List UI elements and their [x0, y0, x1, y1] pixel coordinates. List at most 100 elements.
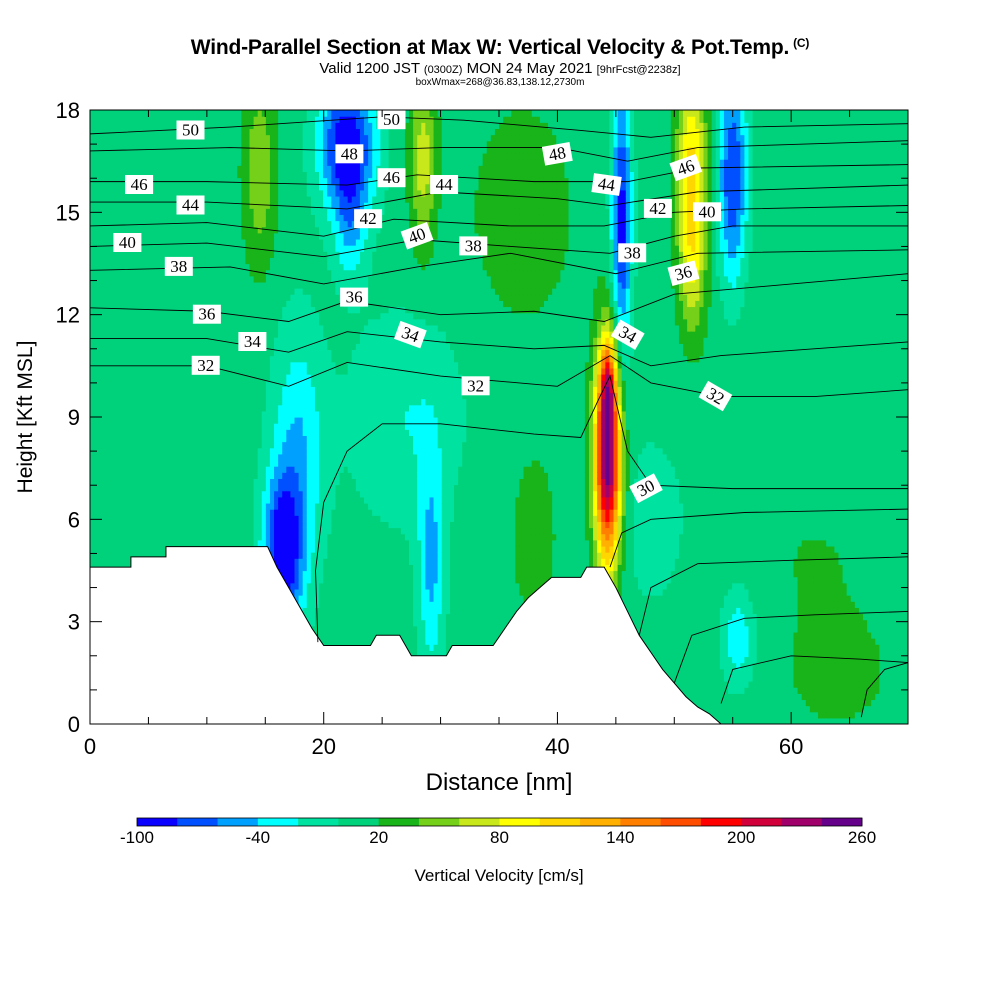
w-cell — [114, 306, 120, 314]
w-cell — [126, 398, 132, 406]
w-cell — [241, 245, 247, 252]
w-cell — [192, 435, 197, 443]
w-cell — [126, 527, 132, 535]
w-cell — [122, 269, 128, 277]
w-cell — [184, 447, 189, 455]
w-cell — [130, 466, 136, 473]
w-cell — [204, 380, 210, 387]
w-cell — [216, 349, 222, 357]
w-cell — [233, 251, 238, 258]
w-cell — [212, 294, 218, 301]
w-cell — [155, 226, 161, 234]
w-cell — [282, 484, 287, 492]
w-cell — [90, 300, 95, 308]
w-cell — [184, 367, 189, 375]
w-cell — [200, 146, 206, 154]
w-cell — [286, 355, 292, 363]
w-cell — [224, 281, 230, 289]
w-cell — [143, 527, 148, 535]
w-cell — [233, 214, 238, 222]
w-cell — [126, 263, 132, 271]
w-cell — [94, 288, 99, 295]
w-cell — [200, 490, 206, 498]
w-cell — [253, 349, 259, 357]
w-cell — [282, 189, 287, 197]
w-cell — [192, 245, 197, 252]
w-cell — [200, 337, 206, 344]
w-cell — [188, 527, 193, 535]
w-cell — [90, 116, 95, 123]
w-cell — [167, 116, 173, 123]
w-cell — [216, 281, 222, 289]
w-cell — [274, 159, 279, 166]
w-cell — [229, 539, 234, 547]
w-cell — [192, 226, 197, 234]
w-cell — [175, 374, 181, 381]
w-cell — [171, 128, 177, 136]
w-cell — [175, 429, 181, 437]
w-cell — [167, 128, 173, 136]
w-cell — [90, 220, 95, 228]
w-cell — [98, 509, 103, 516]
w-cell — [167, 251, 173, 258]
w-cell — [282, 245, 287, 252]
w-cell — [118, 152, 124, 160]
w-cell — [122, 183, 128, 191]
w-cell — [171, 490, 177, 498]
w-cell — [274, 417, 279, 424]
w-cell — [249, 306, 255, 314]
w-cell — [106, 337, 112, 344]
w-cell — [114, 367, 120, 375]
w-cell — [147, 502, 152, 510]
w-cell — [139, 392, 144, 400]
w-cell — [278, 429, 283, 437]
w-cell — [212, 134, 218, 142]
w-cell — [229, 367, 234, 375]
w-cell — [94, 386, 99, 394]
w-cell — [163, 134, 169, 142]
w-cell — [147, 281, 152, 289]
w-cell — [269, 116, 275, 123]
w-cell — [163, 472, 169, 479]
w-cell — [257, 269, 263, 277]
w-cell — [155, 257, 161, 265]
w-cell — [122, 189, 128, 197]
w-cell — [249, 134, 255, 142]
w-cell — [233, 380, 238, 387]
w-cell — [253, 251, 259, 258]
w-cell — [171, 281, 177, 289]
w-cell — [94, 238, 99, 246]
w-cell — [241, 189, 247, 197]
w-cell — [229, 177, 234, 185]
w-cell — [224, 171, 230, 179]
w-cell — [249, 152, 255, 160]
w-cell — [175, 349, 181, 357]
w-cell — [192, 429, 197, 437]
w-cell — [151, 281, 157, 289]
w-cell — [130, 159, 136, 166]
w-cell — [110, 269, 116, 277]
w-cell — [204, 202, 210, 209]
w-cell — [249, 355, 255, 363]
w-cell — [200, 423, 206, 430]
w-cell — [134, 404, 140, 412]
w-cell — [171, 140, 177, 148]
w-cell — [274, 281, 279, 289]
w-cell — [274, 214, 279, 222]
w-cell — [245, 110, 251, 117]
w-cell — [163, 453, 169, 461]
w-cell — [229, 349, 234, 357]
w-cell — [126, 343, 132, 351]
w-cell — [192, 110, 197, 117]
w-cell — [274, 478, 279, 486]
w-cell — [237, 275, 242, 283]
w-cell — [220, 453, 226, 461]
w-cell — [286, 453, 292, 461]
w-cell — [98, 134, 103, 142]
w-cell — [204, 152, 210, 160]
w-cell — [286, 159, 292, 166]
w-cell — [216, 159, 222, 166]
w-cell — [94, 226, 99, 234]
w-cell — [139, 140, 144, 148]
w-cell — [237, 288, 242, 295]
